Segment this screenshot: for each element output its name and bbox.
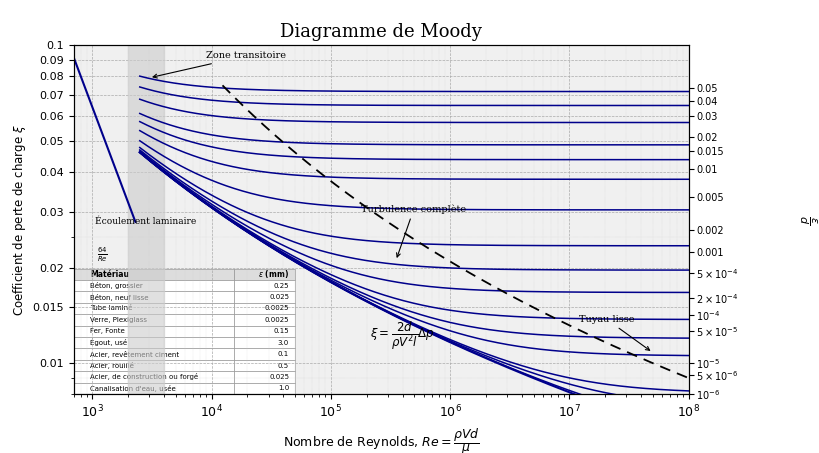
Bar xyxy=(128,37,164,434)
Text: $\xi = \dfrac{2d}{\rho V^2 l} \Delta p$: $\xi = \dfrac{2d}{\rho V^2 l} \Delta p$ xyxy=(370,320,435,352)
Text: Turbulence complète: Turbulence complète xyxy=(361,204,466,257)
Text: $\frac{64}{Re}$: $\frac{64}{Re}$ xyxy=(97,245,108,264)
Y-axis label: Coefficient de perte de charge $\xi$: Coefficient de perte de charge $\xi$ xyxy=(11,124,28,316)
Text: Tuyau lisse: Tuyau lisse xyxy=(578,315,649,350)
Text: Zone transitoire: Zone transitoire xyxy=(153,51,286,78)
Title: Diagramme de Moody: Diagramme de Moody xyxy=(280,23,482,41)
Text: Écoulement laminaire: Écoulement laminaire xyxy=(95,217,196,226)
Y-axis label: Rugosité relative du tuyau
$\dfrac{\varepsilon}{d}$: Rugosité relative du tuyau $\dfrac{\vare… xyxy=(796,146,819,294)
X-axis label: Nombre de Reynolds, $Re = \dfrac{\rho V d}{\mu}$: Nombre de Reynolds, $Re = \dfrac{\rho V … xyxy=(283,426,479,453)
